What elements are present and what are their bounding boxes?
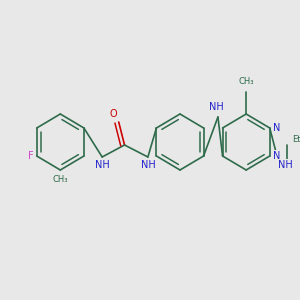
Text: N: N xyxy=(273,123,280,133)
Text: F: F xyxy=(28,151,34,161)
Text: O: O xyxy=(109,109,117,119)
Text: N: N xyxy=(273,151,280,161)
Text: Et: Et xyxy=(292,136,300,145)
Text: NH: NH xyxy=(140,160,155,170)
Text: NH: NH xyxy=(278,160,292,170)
Text: CH₃: CH₃ xyxy=(52,176,68,184)
Text: CH₃: CH₃ xyxy=(238,77,254,86)
Text: NH: NH xyxy=(95,160,110,170)
Text: NH: NH xyxy=(208,102,224,112)
